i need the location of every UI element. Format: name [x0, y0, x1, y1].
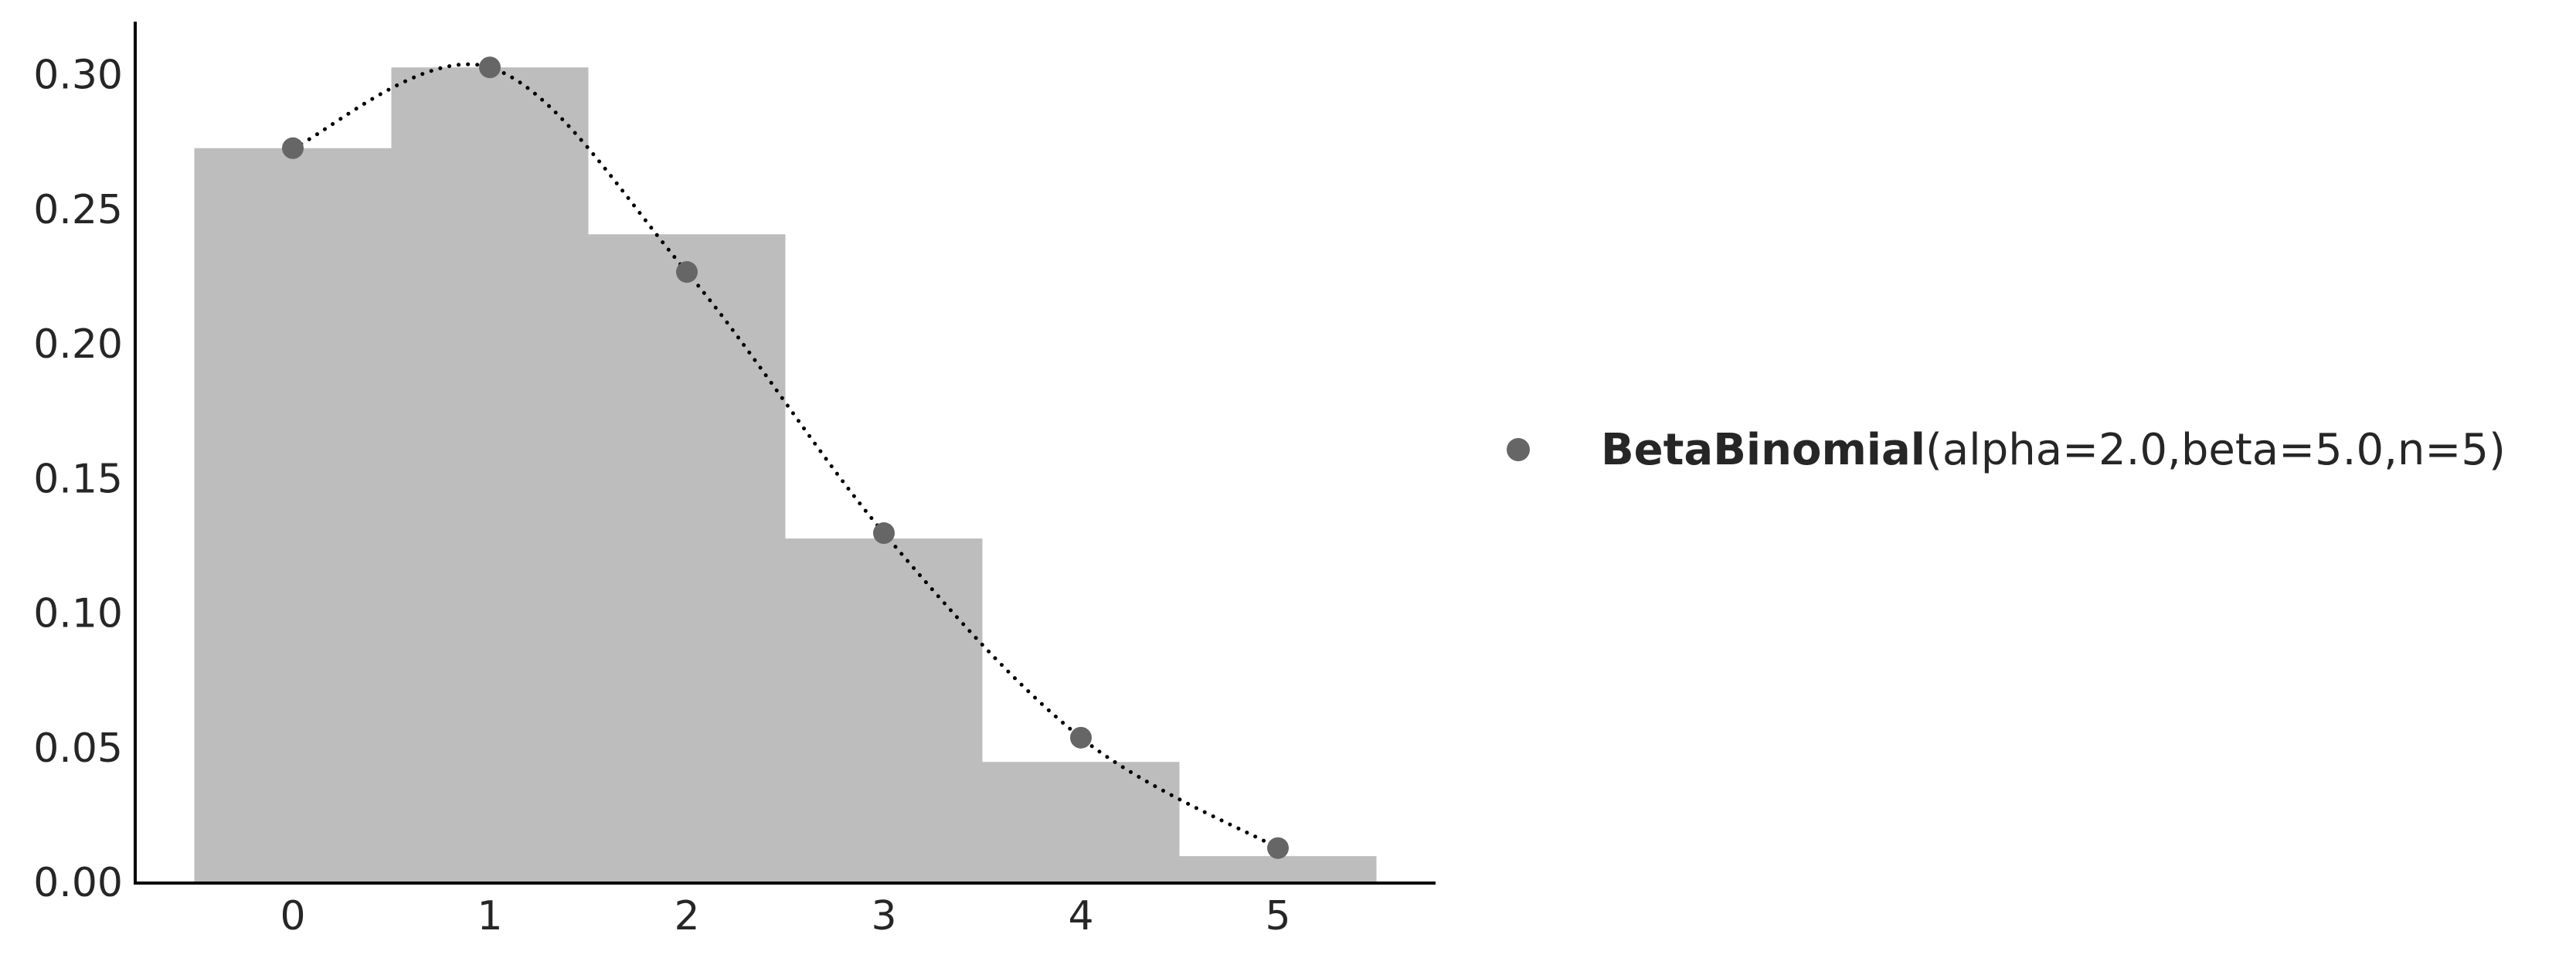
x-tick-label: 3: [871, 893, 896, 939]
histogram-bar-1: [391, 67, 589, 883]
histogram-bar-5: [1179, 856, 1377, 883]
pmf-point-2: [676, 261, 698, 284]
legend: BetaBinomial(alpha=2.0,beta=5.0,n=5): [1507, 425, 2506, 475]
pmf-point-1: [479, 56, 501, 79]
x-tick-label: 4: [1068, 893, 1093, 939]
y-tick-label: 0.20: [33, 321, 123, 368]
legend-label-bold: BetaBinomial: [1601, 425, 1925, 475]
y-tick-label: 0.05: [33, 725, 123, 772]
pmf-point-0: [282, 137, 304, 159]
pmf-point-4: [1070, 726, 1092, 749]
y-axis-ticks: 0.00 0.05 0.10 0.15 0.20 0.25 0.30: [33, 53, 123, 906]
histogram-bar-2: [588, 234, 786, 883]
y-tick-label: 0.15: [33, 456, 123, 502]
histogram-bar-3: [785, 538, 983, 883]
y-tick-label: 0.30: [33, 53, 123, 99]
histogram-bars: [194, 67, 1377, 883]
histogram-bar-0: [194, 148, 392, 883]
pmf-dotted-line: [291, 62, 1280, 851]
x-axis-ticks: 0 1 2 3 4 5: [280, 893, 1290, 939]
y-tick-label: 0.10: [33, 591, 123, 637]
pmf-point-3: [873, 522, 895, 545]
pmf-point-5: [1267, 837, 1289, 859]
legend-label: BetaBinomial(alpha=2.0,beta=5.0,n=5): [1601, 425, 2506, 475]
x-tick-label: 1: [477, 893, 502, 939]
y-tick-label: 0.25: [33, 187, 123, 233]
pmf-curve: [291, 62, 1280, 851]
legend-label-params: (alpha=2.0,beta=5.0,n=5): [1925, 425, 2506, 475]
legend-marker: [1507, 438, 1530, 461]
x-tick-label: 0: [280, 893, 305, 939]
x-tick-label: 2: [674, 893, 699, 939]
histogram-bar-4: [982, 762, 1180, 883]
y-tick-label: 0.00: [33, 860, 123, 906]
pmf-points: [282, 56, 1289, 859]
x-tick-label: 5: [1265, 893, 1290, 939]
